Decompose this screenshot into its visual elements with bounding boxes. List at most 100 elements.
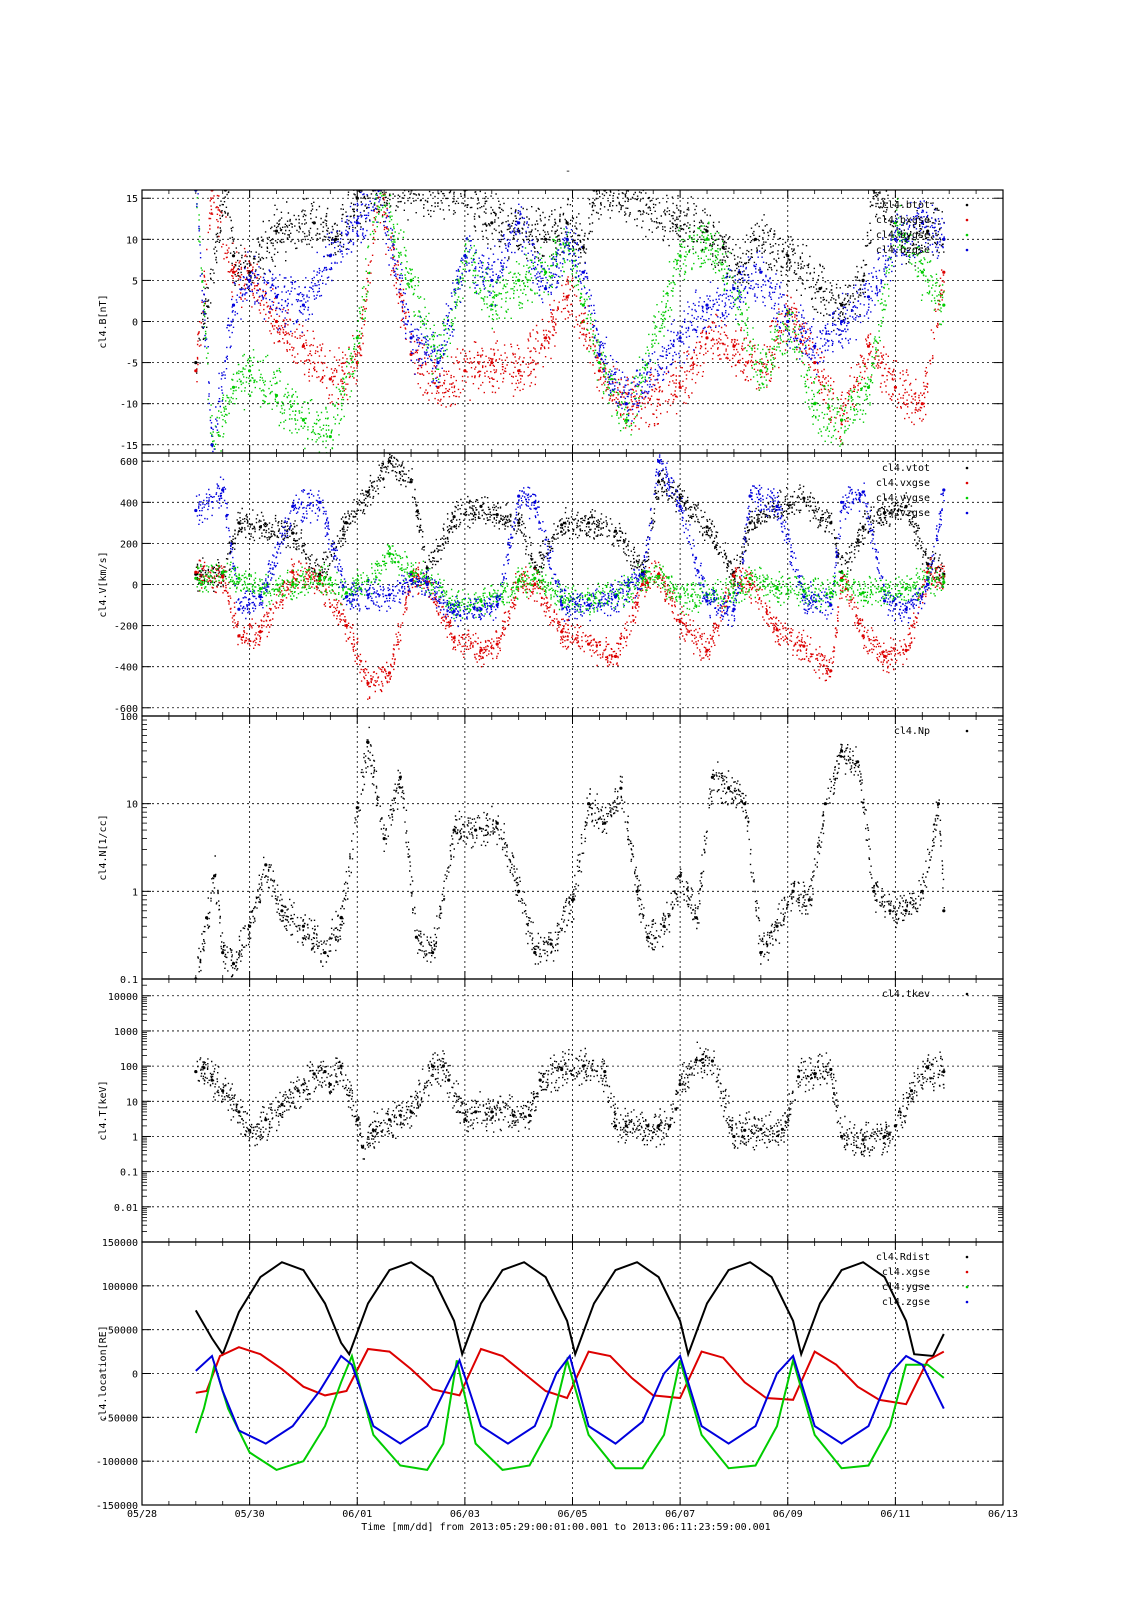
panel-frame <box>141 1241 1004 1506</box>
data-point <box>786 319 790 324</box>
data-point <box>387 593 392 597</box>
y-tick-label: 0.1 <box>120 1168 138 1179</box>
legend: cl4.Np <box>894 726 969 737</box>
y-tick-label: 10 <box>126 235 138 246</box>
legend-entry: cl4.btot <box>882 200 930 211</box>
series-line <box>195 1353 945 1445</box>
series-cl4-vtot <box>194 453 946 592</box>
panels-group: -15-10-5051015cl4.B[nT]cl4.btotcl4.bxgse… <box>96 189 1004 1512</box>
data-point <box>866 344 871 348</box>
y-tick-label: 15 <box>126 194 138 205</box>
data-point <box>425 582 429 587</box>
data-point <box>926 562 930 566</box>
x-tick-label: 06/07 <box>665 1509 695 1520</box>
y-tick-label: 10 <box>126 800 138 811</box>
data-point <box>474 828 478 832</box>
data-point <box>339 1064 343 1068</box>
data-point <box>743 1128 747 1132</box>
series-line <box>194 1352 945 1471</box>
data-point <box>942 1070 946 1074</box>
data-point <box>560 523 564 527</box>
data-point <box>909 1089 914 1093</box>
data-point <box>436 361 440 365</box>
series-cl4-tkev <box>194 1041 946 1160</box>
data-point <box>517 521 521 525</box>
series-cl4-vxgse <box>194 557 946 700</box>
data-point <box>942 909 946 913</box>
data-point <box>495 513 499 517</box>
y-axis-label: cl4.T[keV] <box>98 1080 109 1140</box>
legend-marker <box>965 466 969 470</box>
y-tick-label: 5 <box>132 276 138 287</box>
data-point <box>570 898 575 902</box>
x-axis: 05/28 05/30 06/01 06/03 06/05 06/07 06/09 06/11… <box>127 1509 1018 1520</box>
data-point <box>382 837 386 841</box>
data-point <box>813 344 817 348</box>
y-tick-label: -600 <box>114 704 138 715</box>
x-tick-label: 06/03 <box>450 1509 480 1520</box>
data-cloud <box>195 454 945 628</box>
legend-marker <box>965 511 969 515</box>
data-point <box>581 303 585 307</box>
data-point <box>920 221 924 225</box>
y-axis-label: cl4.B[nT] <box>98 294 109 348</box>
data-point <box>640 582 645 587</box>
data-point <box>237 607 241 611</box>
legend-marker <box>965 203 969 207</box>
legend-entry: cl4.xgse <box>882 1267 930 1278</box>
series-line <box>195 1346 945 1406</box>
data-point <box>732 607 736 611</box>
y-tick-label: -150000 <box>96 1501 138 1512</box>
data-point <box>624 418 628 422</box>
data-cloud <box>197 726 945 978</box>
series-group <box>194 1041 946 1160</box>
data-point <box>490 361 494 365</box>
data-point <box>231 385 236 389</box>
legend-entry: cl4.Rdist <box>876 1252 930 1263</box>
data-point <box>893 385 898 389</box>
y-tick-label: 0.01 <box>114 1203 138 1214</box>
data-point <box>942 303 946 307</box>
series-cl4-zgse <box>195 1353 945 1445</box>
data-point <box>780 1127 785 1131</box>
series-group <box>194 190 946 453</box>
series-line <box>194 1261 945 1358</box>
data-cloud <box>196 557 945 700</box>
legend: cl4.Rdist cl4.xgse cl4.ygse cl4.zgse <box>876 1252 969 1308</box>
data-point <box>587 521 591 525</box>
data-point <box>264 863 268 867</box>
x-tick-label: 05/28 <box>127 1509 157 1520</box>
y-axis-label: cl4.N[1/cc] <box>98 814 109 880</box>
series-cl4-bzgse <box>194 190 946 453</box>
data-point <box>748 521 752 525</box>
data-point <box>431 1064 435 1068</box>
x-tick-label: 05/30 <box>235 1509 265 1520</box>
legend-entry: cl4.bxgse <box>876 215 930 226</box>
series-cl4-vygse <box>194 544 946 620</box>
legend-entry: cl4.vtot <box>882 463 930 474</box>
data-point <box>387 459 392 463</box>
legend: cl4.btot cl4.bxgse cl4.bygse cl4.bzgse <box>876 200 969 256</box>
data-point <box>802 644 806 648</box>
legend-marker <box>965 248 969 252</box>
data-point <box>495 642 499 646</box>
series-group <box>194 726 946 979</box>
data-point <box>942 270 946 274</box>
data-point <box>538 1078 542 1082</box>
y-tick-label: -15 <box>120 441 138 452</box>
y-tick-label: 600 <box>120 457 138 468</box>
legend-entry: cl4.bzgse <box>876 245 930 256</box>
panel-L: -150000 -100000 -50000 0 50000 100000 150000 cl… <box>96 1238 1004 1512</box>
data-point <box>452 636 456 640</box>
data-point <box>721 245 725 250</box>
data-point <box>490 221 494 225</box>
data-point <box>479 504 483 508</box>
data-point <box>231 303 236 307</box>
data-point <box>936 802 941 806</box>
legend-entry: cl4.vygse <box>876 493 930 504</box>
data-point <box>705 303 709 307</box>
y-tick-label: 1 <box>132 887 138 898</box>
y-tick-label: 100 <box>120 712 138 723</box>
data-point <box>248 369 252 373</box>
data-cloud <box>195 1041 945 1160</box>
